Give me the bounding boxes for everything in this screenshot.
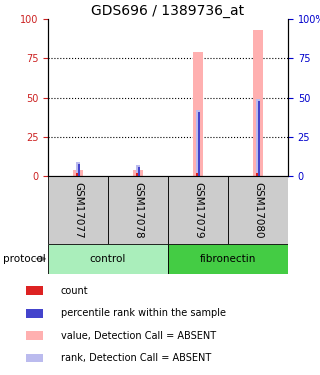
Bar [76, 173, 78, 176]
Bar [136, 165, 140, 176]
Bar [138, 167, 140, 176]
Bar [136, 173, 138, 176]
Text: GSM17077: GSM17077 [73, 182, 83, 238]
Bar [168, 176, 228, 244]
Bar [73, 170, 84, 176]
Bar [228, 176, 288, 244]
Bar [132, 170, 143, 176]
Bar [252, 30, 263, 176]
Text: count: count [61, 286, 88, 296]
Bar [198, 112, 200, 176]
Title: GDS696 / 1389736_at: GDS696 / 1389736_at [92, 4, 244, 18]
Bar [256, 173, 258, 176]
Bar [108, 176, 168, 244]
Text: GSM17079: GSM17079 [193, 182, 203, 238]
Bar [256, 99, 260, 176]
Text: percentile rank within the sample: percentile rank within the sample [61, 308, 226, 318]
Text: value, Detection Call = ABSENT: value, Detection Call = ABSENT [61, 331, 216, 340]
Text: GSM17080: GSM17080 [253, 182, 263, 238]
Bar [196, 110, 200, 176]
Text: protocol: protocol [3, 254, 46, 264]
Text: control: control [90, 254, 126, 264]
Bar [48, 244, 168, 274]
Bar [26, 286, 43, 295]
Bar [26, 309, 43, 318]
Text: rank, Detection Call = ABSENT: rank, Detection Call = ABSENT [61, 353, 211, 363]
Bar [168, 244, 288, 274]
Bar [193, 52, 204, 176]
Text: GSM17078: GSM17078 [133, 182, 143, 238]
Bar [78, 164, 80, 176]
Bar [258, 100, 260, 176]
Bar [26, 354, 43, 363]
Bar [48, 176, 108, 244]
Text: fibronectin: fibronectin [200, 254, 256, 264]
Bar [76, 162, 80, 176]
Bar [196, 173, 198, 176]
Bar [26, 331, 43, 340]
